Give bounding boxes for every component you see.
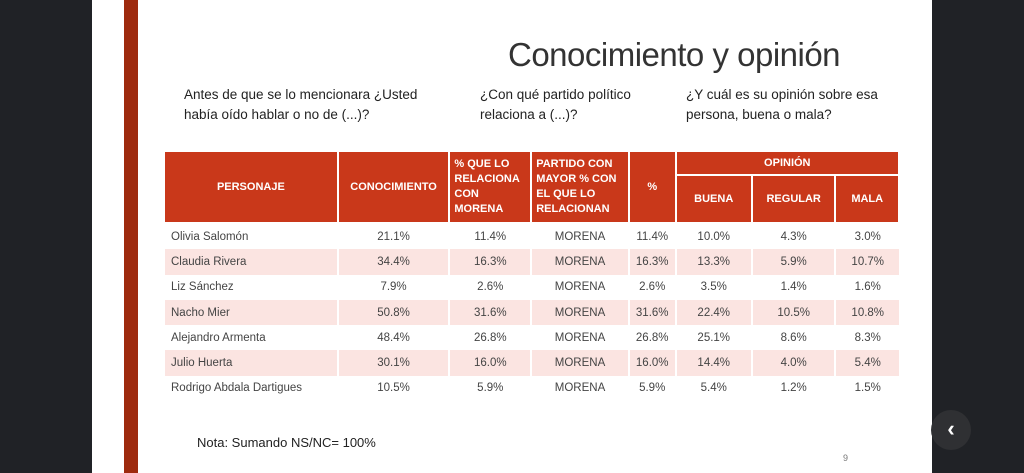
cell-mala: 3.0% xyxy=(834,223,899,250)
cell-partido: MORENA xyxy=(530,274,629,300)
cell-regular: 5.9% xyxy=(750,249,836,275)
table-row: Olivia Salomón 21.1% 11.4% MORENA 11.4% 10.0%… xyxy=(163,223,899,250)
cell-relaciona: 26.8% xyxy=(448,325,532,351)
cell-buena: 13.3% xyxy=(674,249,752,275)
cell-personaje: Olivia Salomón xyxy=(163,223,338,250)
header-mala: MALA xyxy=(834,174,900,224)
cell-partido: MORENA xyxy=(530,299,629,326)
cell-buena: 10.0% xyxy=(674,223,752,250)
header-conocimiento: CONOCIMIENTO xyxy=(336,150,451,224)
table-row: Claudia Rivera 34.4% 16.3% MORENA 16.3% 13.3%… xyxy=(163,249,899,275)
cell-regular: 1.4% xyxy=(750,274,836,300)
slide: Conocimiento y opinión Antes de que se l… xyxy=(92,0,932,473)
cell-pct: 16.0% xyxy=(627,350,676,376)
header-opinion: OPINIÓN xyxy=(674,150,901,176)
header-relaciona: % QUE LO RELACIONA CON MORENA xyxy=(448,150,533,224)
cell-conocimiento: 30.1% xyxy=(336,350,450,376)
cell-buena: 3.5% xyxy=(674,274,752,300)
footnote: Nota: Sumando NS/NC= 100% xyxy=(197,435,376,450)
cell-relaciona: 5.9% xyxy=(448,375,532,402)
header-regular: REGULAR xyxy=(750,174,837,224)
cell-mala: 1.6% xyxy=(834,274,899,300)
cell-partido: MORENA xyxy=(530,375,629,402)
cell-regular: 1.2% xyxy=(750,375,836,402)
table-row: Nacho Mier 50.8% 31.6% MORENA 31.6% 22.4% 10.5… xyxy=(163,299,899,326)
question-partido: ¿Con qué partido político relaciona a (.… xyxy=(480,87,631,122)
cell-conocimiento: 21.1% xyxy=(336,223,450,250)
accent-bar xyxy=(124,0,138,473)
cell-mala: 5.4% xyxy=(834,350,899,376)
cell-personaje: Rodrigo Abdala Dartigues xyxy=(163,375,338,402)
cell-personaje: Claudia Rivera xyxy=(163,249,338,275)
results-table: PERSONAJE CONOCIMIENTO % QUE LO RELACION… xyxy=(163,150,901,402)
cell-buena: 5.4% xyxy=(674,375,752,402)
cell-conocimiento: 48.4% xyxy=(336,325,450,351)
cell-mala: 10.8% xyxy=(834,299,899,326)
cell-personaje: Liz Sánchez xyxy=(163,274,338,300)
cell-relaciona: 31.6% xyxy=(448,299,532,326)
header-personaje: PERSONAJE xyxy=(163,150,339,224)
cell-pct: 26.8% xyxy=(627,325,676,351)
cell-partido: MORENA xyxy=(530,223,629,250)
cell-mala: 10.7% xyxy=(834,249,899,275)
cell-conocimiento: 10.5% xyxy=(336,375,450,402)
cell-partido: MORENA xyxy=(530,249,629,275)
header-pct: % xyxy=(627,150,677,224)
chevron-left-icon[interactable]: ‹ xyxy=(931,410,971,450)
header-buena: BUENA xyxy=(674,174,753,224)
cell-personaje: Nacho Mier xyxy=(163,299,338,326)
cell-conocimiento: 50.8% xyxy=(336,299,450,326)
cell-partido: MORENA xyxy=(530,350,629,376)
cell-conocimiento: 7.9% xyxy=(336,274,450,300)
cell-regular: 4.3% xyxy=(750,223,836,250)
question-opinion: ¿Y cuál es su opinión sobre esa persona,… xyxy=(686,87,878,122)
table-row: Liz Sánchez 7.9% 2.6% MORENA 2.6% 3.5% 1.4% 1.6… xyxy=(163,274,899,300)
table-row: Rodrigo Abdala Dartigues 10.5% 5.9% MORENA 5… xyxy=(163,375,899,402)
cell-mala: 1.5% xyxy=(834,375,899,402)
cell-conocimiento: 34.4% xyxy=(336,249,450,275)
cell-personaje: Alejandro Armenta xyxy=(163,325,338,351)
cell-relaciona: 16.0% xyxy=(448,350,532,376)
cell-pct: 31.6% xyxy=(627,299,676,326)
question-conocimiento: Antes de que se lo mencionara ¿Usted hab… xyxy=(184,87,418,122)
page-number: 9 xyxy=(843,453,849,463)
cell-regular: 4.0% xyxy=(750,350,836,376)
cell-relaciona: 16.3% xyxy=(448,249,532,275)
cell-relaciona: 2.6% xyxy=(448,274,532,300)
table-row: Julio Huerta 30.1% 16.0% MORENA 16.0% 14.4% 4.… xyxy=(163,350,899,376)
cell-mala: 8.3% xyxy=(834,325,899,351)
table-row: Alejandro Armenta 48.4% 26.8% MORENA 26.8% 25… xyxy=(163,325,899,351)
cell-relaciona: 11.4% xyxy=(448,223,532,250)
cell-regular: 10.5% xyxy=(750,299,836,326)
cell-pct: 16.3% xyxy=(627,249,676,275)
cell-pct: 11.4% xyxy=(627,223,676,250)
cell-buena: 14.4% xyxy=(674,350,752,376)
cell-pct: 2.6% xyxy=(627,274,676,300)
cell-partido: MORENA xyxy=(530,325,629,351)
header-partido: PARTIDO CON MAYOR % CON EL QUE LO RELACI… xyxy=(530,150,630,224)
cell-regular: 8.6% xyxy=(750,325,836,351)
cell-buena: 25.1% xyxy=(674,325,752,351)
cell-pct: 5.9% xyxy=(627,375,676,402)
cell-buena: 22.4% xyxy=(674,299,752,326)
slide-title: Conocimiento y opinión xyxy=(508,36,841,73)
cell-personaje: Julio Huerta xyxy=(163,350,338,376)
